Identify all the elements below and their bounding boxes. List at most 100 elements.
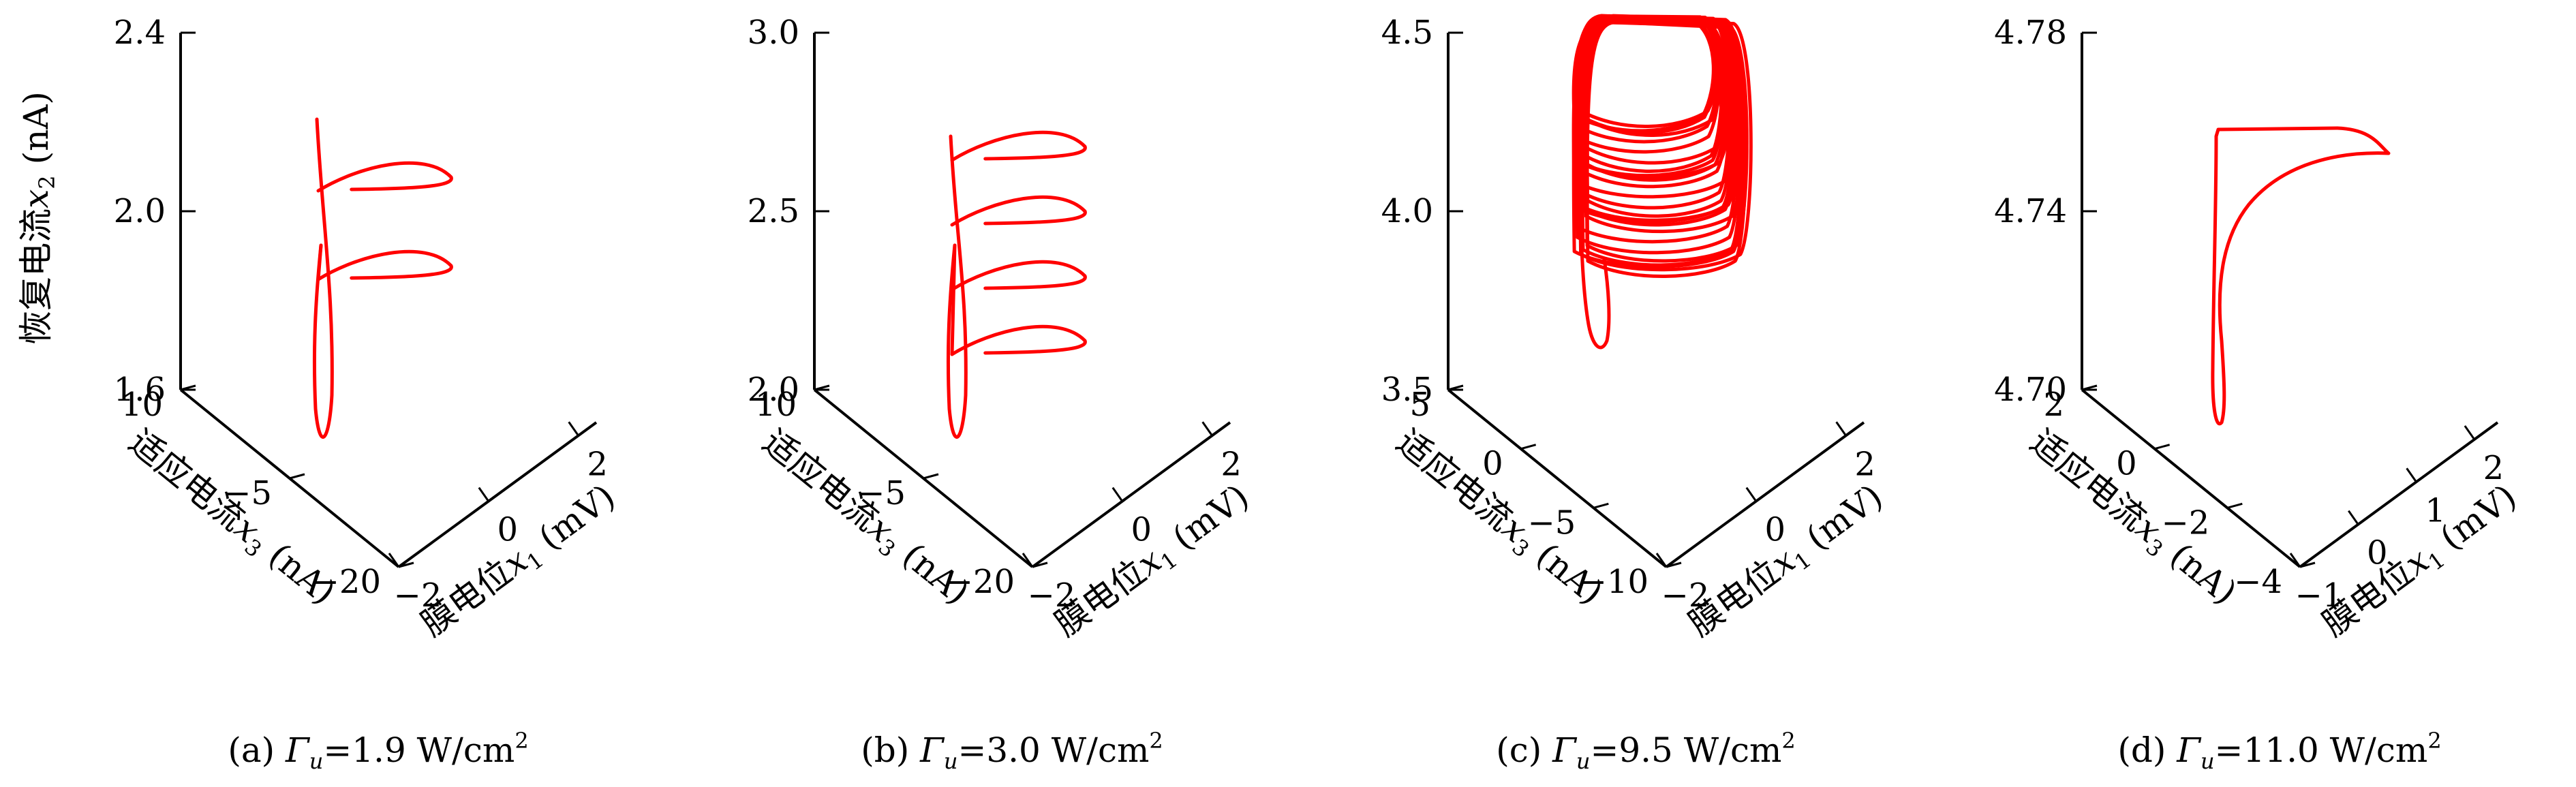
x1-tick-mark (1111, 487, 1124, 502)
x3-tick-label: −4 (2234, 563, 2282, 601)
x3-axis-line (1447, 388, 1668, 568)
panel-caption: (b) Γu=3.0 W/cm2 (861, 728, 1163, 774)
x3-tick-label: 10 (755, 386, 797, 424)
trajectory-spike-loop (950, 260, 1087, 292)
x3-tick-mark (2154, 444, 2171, 450)
x1-axis-label: 膜电位x1 (mV) (1047, 476, 1259, 647)
panel-caption: (a) Γu=1.9 W/cm2 (228, 728, 528, 774)
panel-caption: (c) Γu=9.5 W/cm2 (1496, 728, 1796, 774)
x1-tick-label: 2 (2483, 449, 2504, 487)
x3-tick-mark (2081, 384, 2098, 391)
trajectory (946, 130, 1087, 439)
trajectory-spike-loop (950, 324, 1087, 356)
x3-tick-mark (1666, 561, 1682, 568)
trajectory-chaotic-loop (1580, 19, 1717, 134)
x3-tick-mark (1447, 384, 1464, 391)
z-tick-label: 4.74 (1994, 192, 2067, 230)
trajectory-spike-loop (316, 249, 453, 281)
z-tick-label: 2.5 (748, 192, 799, 230)
x1-tick-label: 0 (1765, 511, 1786, 549)
x1-tick-mark (2348, 510, 2359, 525)
x1-axis-label: 膜电位x1 (mV) (2315, 476, 2526, 647)
x3-tick-mark (814, 384, 830, 391)
x3-tick-mark (923, 473, 939, 480)
x1-tick-label: 2 (1854, 445, 1875, 483)
z-tick-label: 4.78 (1994, 14, 2067, 52)
x3-tick-label: −20 (946, 563, 1015, 601)
x1-tick-label: −2 (1028, 576, 1076, 615)
x3-tick-label: 0 (1482, 445, 1503, 483)
z-tick-label: 2.0 (748, 371, 799, 409)
x1-tick-mark (2289, 553, 2301, 568)
x1-tick-label: 0 (1131, 511, 1152, 549)
z-tick-label: 2.0 (114, 192, 166, 230)
z-axis-label: 恢复电流x2 (nA) (16, 91, 60, 345)
z-tick-label: 4.0 (1381, 192, 1433, 230)
x1-axis-label: 膜电位x1 (mV) (1681, 476, 1892, 647)
trajectory (2211, 126, 2391, 426)
x3-axis-label: 适应电流x3 (nA) (752, 422, 977, 615)
x3-tick-label: 2 (2043, 386, 2064, 424)
x1-tick-mark (2464, 425, 2476, 440)
x1-tick-label: 0 (2367, 534, 2388, 572)
x3-tick-label: 5 (1409, 386, 1430, 424)
x1-tick-label: −1 (2295, 576, 2344, 615)
x3-tick-label: −5 (224, 474, 272, 512)
x1-tick-label: 2 (587, 445, 608, 483)
x1-tick-mark (1655, 553, 1668, 568)
z-tick-label: 4.70 (1994, 371, 2067, 409)
trajectory-tail (1578, 100, 1611, 350)
trajectory-chaotic-loop (1578, 16, 1753, 272)
trajectory-chaotic-loop (1578, 17, 1720, 128)
trajectory-limit-cycle (2211, 126, 2391, 426)
x1-tick-mark (568, 421, 579, 437)
x3-tick-mark (2299, 561, 2316, 568)
trajectory (312, 117, 453, 439)
x3-tick-label: 0 (2116, 445, 2137, 483)
x1-axis-line (2299, 421, 2499, 568)
x1-axis-label: 膜电位x1 (mV) (414, 476, 625, 647)
x1-axis-line (397, 421, 598, 568)
trajectory-connector (950, 243, 957, 356)
trajectory-slow-branch (312, 117, 334, 439)
x3-tick-label: −20 (312, 563, 381, 601)
x1-tick-label: 0 (497, 511, 519, 549)
x1-axis-line (1665, 421, 1865, 568)
z-tick-label: 1.6 (114, 371, 166, 409)
x3-tick-label: −2 (2162, 504, 2210, 542)
x1-tick-mark (2406, 467, 2417, 483)
x3-tick-mark (2226, 502, 2243, 509)
x3-tick-label: −5 (857, 474, 906, 512)
trajectory-slow-branch (946, 134, 968, 439)
x1-tick-mark (1745, 487, 1758, 502)
x1-tick-mark (388, 553, 400, 568)
x3-tick-label: −5 (1528, 504, 1576, 542)
x1-tick-label: −2 (1661, 576, 1710, 615)
x3-tick-label: −10 (1580, 563, 1649, 601)
x1-axis-line (1031, 421, 1231, 568)
x3-tick-mark (180, 384, 196, 391)
x3-tick-mark (1520, 444, 1537, 450)
x3-axis-line (2081, 388, 2301, 568)
trajectory-spike-loop (950, 130, 1087, 162)
x1-tick-label: 1 (2425, 491, 2446, 529)
z-tick-label: 2.4 (114, 14, 166, 52)
trajectory-connector (316, 243, 323, 281)
x1-tick-mark (1201, 421, 1213, 437)
z-tick-label: 3.5 (1381, 371, 1433, 409)
panel-caption: (d) Γu=11.0 W/cm2 (2117, 728, 2441, 774)
x1-tick-mark (478, 487, 490, 502)
z-tick-label: 3.0 (748, 14, 799, 52)
trajectory-spike-loop (950, 195, 1087, 227)
x1-tick-mark (1022, 553, 1034, 568)
x1-tick-mark (1835, 421, 1847, 437)
x3-tick-mark (1032, 561, 1048, 568)
x3-tick-mark (289, 473, 305, 480)
x3-axis-label: 适应电流x3 (nA) (119, 422, 343, 615)
x1-tick-label: 2 (1221, 445, 1242, 483)
x3-tick-mark (398, 561, 414, 568)
